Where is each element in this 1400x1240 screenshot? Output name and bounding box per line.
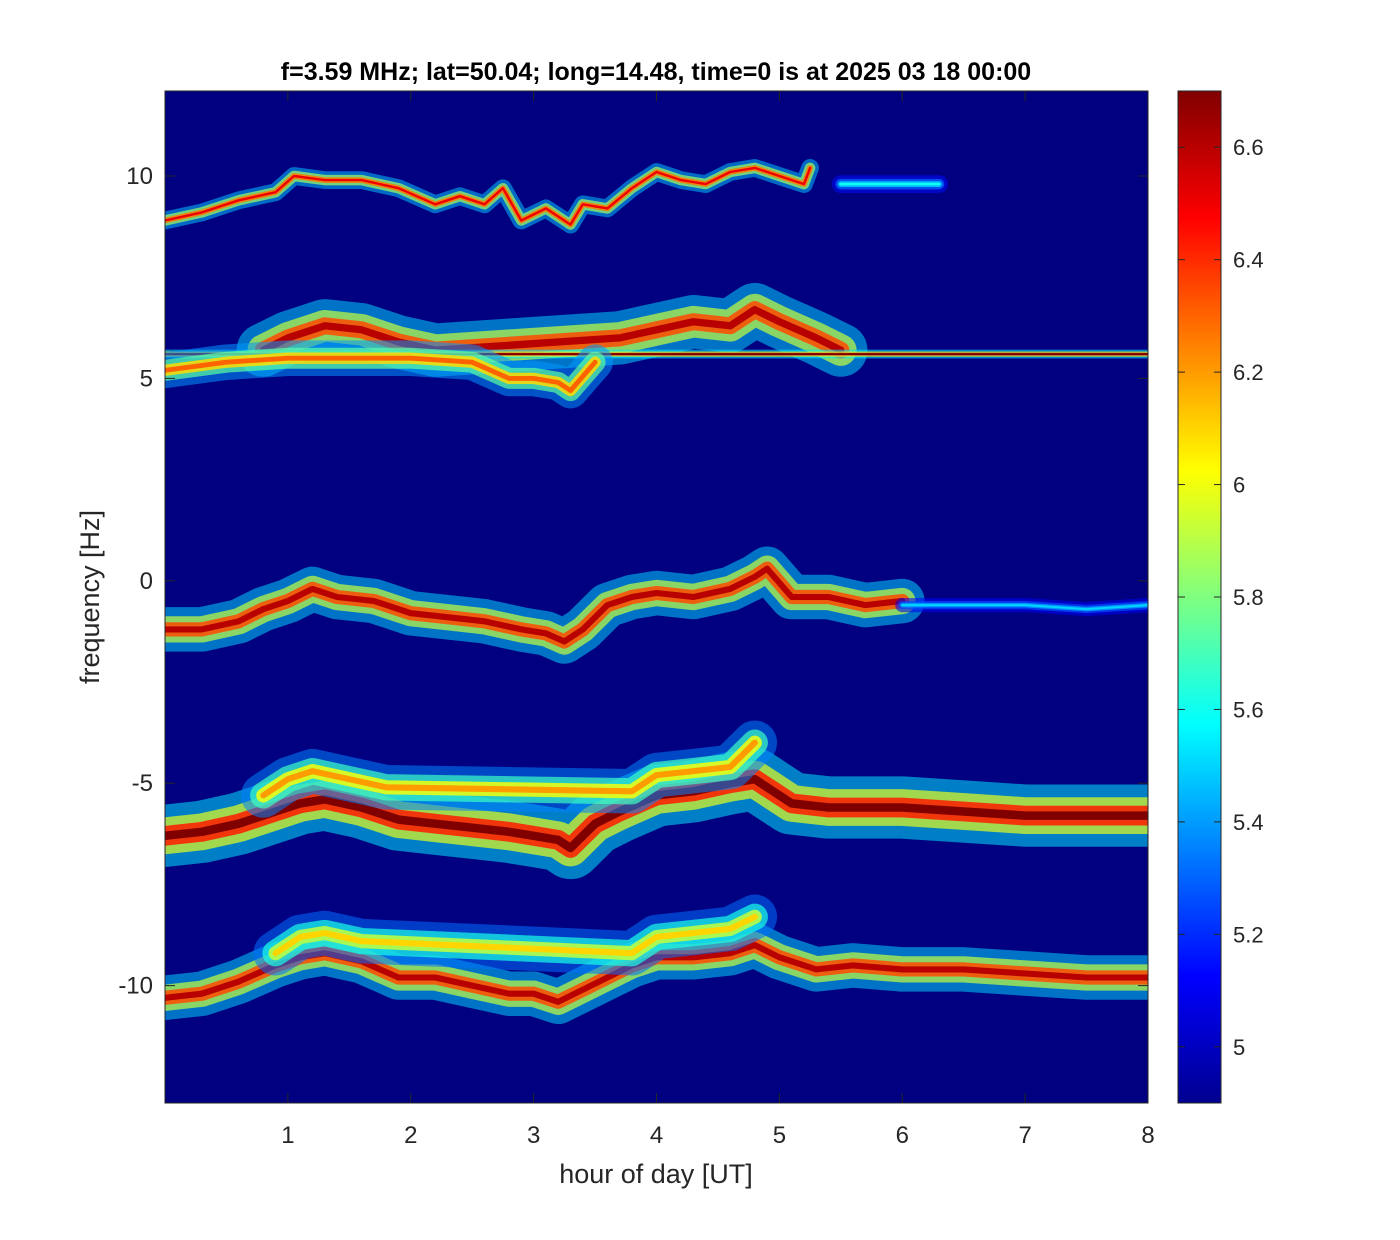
trace-7-band-3 — [165, 774, 1148, 853]
x-tick-label: 2 — [404, 1122, 417, 1149]
trace-10 — [253, 894, 778, 976]
trace-8 — [241, 720, 778, 818]
x-tick-label: 8 — [1141, 1122, 1154, 1149]
x-axis-label: hour of day [UT] — [559, 1159, 753, 1189]
x-tick-label: 6 — [896, 1122, 909, 1149]
colorbar-tick-label: 5.2 — [1233, 922, 1264, 947]
trace-6 — [895, 598, 1148, 617]
trace-6-band-3 — [901, 604, 1148, 611]
x-tick-label: 4 — [650, 1122, 663, 1149]
trace-7 — [165, 748, 1148, 880]
colorbar: 5 5.2 5.4 5.6 5.8 6 6.2 6.4 6.6 — [1177, 90, 1264, 1104]
colorbar-tick-label: 5.6 — [1233, 697, 1264, 722]
x-tick-label: 7 — [1018, 1122, 1031, 1149]
colorbar-tick-label: 5 — [1233, 1035, 1245, 1060]
trace-8-band-3 — [260, 739, 758, 799]
trace-10-band-3 — [272, 913, 758, 957]
trace-2 — [236, 282, 868, 377]
trace-4-band-3 — [165, 355, 598, 394]
y-tick-label: 0 — [140, 568, 153, 595]
trace-2-band-3 — [259, 305, 845, 354]
colorbar-tick-label: 5.4 — [1233, 810, 1264, 835]
plot-area — [164, 90, 1149, 1104]
colorbar-ticks: 5 5.2 5.4 5.6 5.8 6 6.2 6.4 6.6 — [1178, 135, 1264, 1060]
y-tick-label: -5 — [132, 770, 153, 797]
colorbar-tick-label: 6.6 — [1233, 135, 1264, 160]
trace-0-band-3 — [165, 166, 812, 226]
colorbar-tick-label: 6.4 — [1233, 248, 1264, 273]
x-tick-label: 3 — [527, 1122, 540, 1149]
x-axis: 1 2 3 4 5 6 7 8 — [281, 91, 1155, 1149]
trace-5 — [165, 546, 925, 664]
colorbar-gradient — [1178, 91, 1221, 1103]
y-tick-label: 10 — [126, 163, 153, 190]
colorbar-tick-label: 6 — [1233, 473, 1245, 498]
trace-0 — [165, 159, 819, 234]
chart-title: f=3.59 MHz; lat=50.04; long=14.48, time=… — [281, 58, 1031, 86]
y-tick-label: -10 — [118, 973, 153, 1000]
trace-4 — [165, 340, 613, 409]
y-tick-label: 5 — [140, 365, 153, 392]
y-axis-label: frequency [Hz] — [75, 510, 105, 684]
trace-5-band-3 — [165, 565, 906, 645]
colorbar-tick-label: 6.2 — [1233, 360, 1264, 385]
x-tick-label: 5 — [773, 1122, 786, 1149]
colorbar-tick-label: 5.8 — [1233, 585, 1264, 610]
x-tick-label: 1 — [281, 1122, 294, 1149]
heatmap-layer — [165, 159, 1148, 1025]
y-axis: 10 5 0 -5 -10 — [118, 163, 1148, 1000]
